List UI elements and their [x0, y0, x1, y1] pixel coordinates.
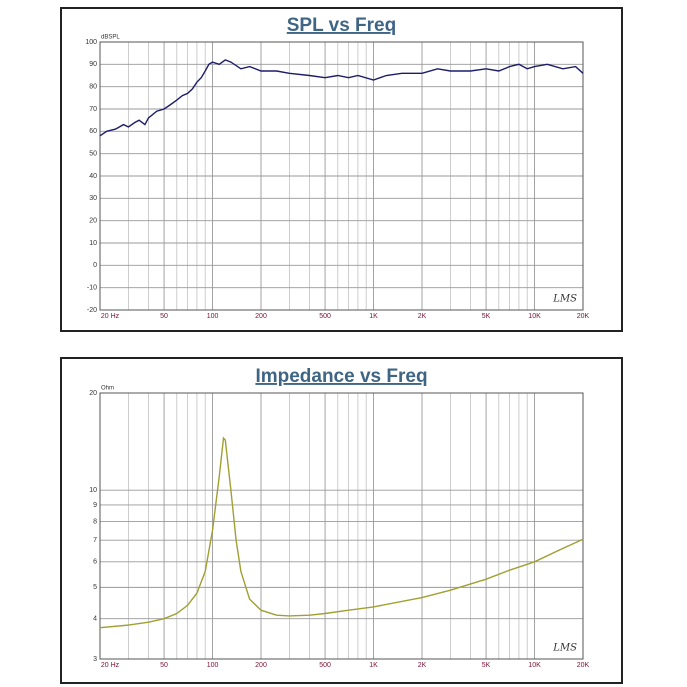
y-tick-label: 40: [89, 173, 97, 180]
chart-title: Impedance vs Freq: [255, 366, 427, 387]
chart-title: SPL vs Freq: [287, 15, 396, 36]
plot-frame: [99, 41, 584, 311]
y-tick-label: -10: [87, 285, 97, 292]
y-tick-label: 70: [89, 106, 97, 113]
y-tick-label: 60: [89, 128, 97, 135]
y-tick-label: 9: [93, 502, 97, 509]
x-tick-label: 50: [160, 313, 168, 320]
x-tick-label: 100: [207, 662, 219, 669]
data-line: [99, 436, 584, 629]
plot-frame: [99, 392, 584, 660]
x-tick-label: 20K: [577, 662, 590, 669]
y-tick-label: 50: [89, 151, 97, 158]
x-tick-label: 1K: [369, 662, 378, 669]
y-tick-label: 20: [89, 218, 97, 225]
watermark: LMS: [552, 294, 577, 305]
panel: [60, 7, 623, 332]
y-tick-label: 10: [89, 487, 97, 494]
x-tick-label: 20K: [577, 313, 590, 320]
x-tick-label: 5K: [482, 313, 491, 320]
x-tick-label: 20 Hz: [101, 313, 120, 320]
y-tick-label: 0: [93, 262, 97, 269]
x-tick-label: 5K: [482, 662, 491, 669]
y-tick-label: 20: [89, 390, 97, 397]
x-tick-label: 10K: [528, 313, 541, 320]
x-tick-label: 1K: [369, 313, 378, 320]
y-tick-label: 10: [89, 240, 97, 247]
y-tick-label: 6: [93, 559, 97, 566]
x-tick-label: 20 Hz: [101, 662, 120, 669]
y-axis-label: dBSPL: [101, 35, 120, 41]
y-tick-label: 5: [93, 584, 97, 591]
y-tick-label: 3: [93, 656, 97, 663]
x-tick-label: 200: [255, 313, 267, 320]
data-line: [99, 59, 584, 137]
x-tick-label: 10K: [528, 662, 541, 669]
x-tick-label: 500: [319, 313, 331, 320]
y-tick-label: -20: [87, 307, 97, 314]
y-axis-label: Ohm: [101, 386, 114, 392]
y-tick-label: 4: [93, 616, 97, 623]
x-tick-label: 200: [255, 662, 267, 669]
x-tick-label: 500: [319, 662, 331, 669]
panel: [60, 357, 623, 684]
x-tick-label: 2K: [418, 662, 427, 669]
y-tick-label: 80: [89, 84, 97, 91]
y-tick-label: 30: [89, 195, 97, 202]
x-tick-label: 100: [207, 313, 219, 320]
y-tick-label: 8: [93, 518, 97, 525]
y-tick-label: 90: [89, 61, 97, 68]
watermark: LMS: [552, 643, 577, 654]
y-tick-label: 100: [85, 39, 97, 46]
x-tick-label: 2K: [418, 313, 427, 320]
y-tick-label: 7: [93, 537, 97, 544]
x-tick-label: 50: [160, 662, 168, 669]
